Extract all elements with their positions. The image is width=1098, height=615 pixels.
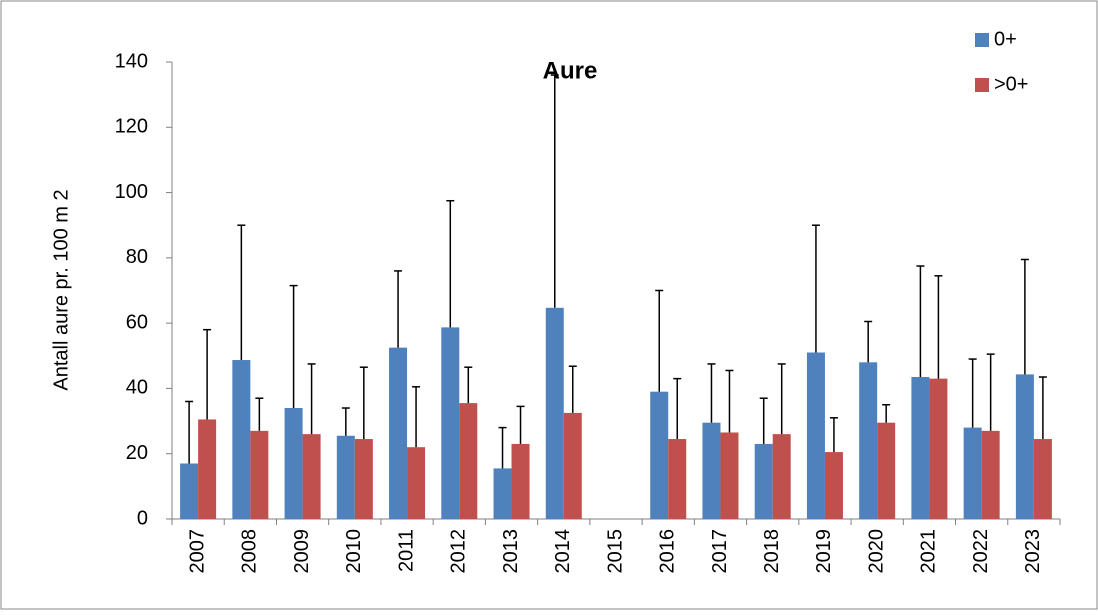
bar [198,419,217,519]
error-bar [498,426,507,469]
bar [336,435,355,519]
x-tick-label: 2017 [709,529,731,574]
error-bar [568,365,577,413]
bar [511,443,530,519]
x-tick-label: 2008 [239,529,261,574]
y-tick-label: 0 [137,507,148,529]
x-tick-label: 2007 [186,529,208,574]
error-bar [307,363,316,435]
x-tick-label: 2013 [500,529,522,574]
x-tick-label: 2016 [657,529,679,574]
legend-label: 0+ [994,28,1017,50]
bar [668,439,687,519]
y-axis-label: Antall aure pr. 100 m 2 [50,189,72,390]
x-tick-label: 2011 [395,529,417,572]
x-tick-label: 2009 [291,529,313,574]
error-bar [412,386,421,448]
error-bar [237,224,246,361]
error-bar [203,328,212,420]
bar [824,452,843,519]
error-bar [464,366,473,404]
bar [407,447,426,519]
bar [981,430,1000,519]
bar [806,352,825,519]
x-tick-label: 2020 [865,529,887,574]
chart-title: Aure [543,57,598,84]
x-tick-label: 2018 [761,529,783,574]
y-tick-label: 100 [115,181,148,203]
x-tick-label: 2019 [813,529,835,574]
error-bar [673,377,682,440]
error-bar [707,363,716,423]
bar [250,430,269,519]
bar [1033,439,1052,519]
bar [877,422,896,519]
legend-swatch [975,78,989,92]
y-tick-label: 60 [126,311,148,333]
bar [493,468,512,519]
error-bar [882,404,891,423]
error-bar [255,397,264,431]
bar [545,307,564,519]
x-tick-label: 2015 [604,529,626,574]
legend-label: >0+ [994,73,1028,95]
bar [354,439,373,519]
y-tick-label: 20 [126,442,148,464]
error-bar [341,407,350,436]
error-bar [811,224,820,353]
bar [650,391,669,519]
bar [441,327,460,519]
x-tick-label: 2023 [1022,529,1044,574]
error-bar [1038,376,1047,440]
y-tick-label: 140 [115,50,148,72]
y-tick-label: 120 [115,116,148,138]
bar [911,377,930,519]
error-bar [289,284,298,409]
bar [302,434,321,519]
error-bar [359,366,368,440]
error-bar [655,289,664,392]
error-bar [516,405,525,444]
bar [459,403,478,519]
bar [720,432,739,519]
error-bar [1020,258,1029,375]
x-tick-label: 2022 [970,529,992,574]
x-tick-label: 2014 [552,529,574,574]
x-tick-label: 2021 [918,529,940,574]
y-tick-label: 40 [126,377,148,399]
x-tick-label: 2012 [448,529,470,574]
bar [963,427,982,519]
bar [754,443,773,519]
error-bar [986,353,995,431]
error-bar [185,400,194,464]
error-bar [934,275,943,379]
bar [284,408,303,519]
y-tick-label: 80 [126,246,148,268]
error-bar [777,363,786,435]
bar [702,422,721,519]
legend-swatch [975,33,989,47]
error-bar [916,265,925,378]
bar [180,463,199,519]
bar [563,412,582,519]
error-bar [864,320,873,363]
error-bar [394,270,403,348]
x-tick-label: 2010 [343,529,365,574]
bar [389,347,408,519]
error-bar [759,397,768,444]
error-bar [550,74,559,308]
bar [859,362,878,519]
error-bar [446,199,455,328]
bar [772,434,791,519]
bar [1015,374,1034,519]
bar [929,378,948,519]
error-bar [829,417,838,453]
error-bar [725,369,734,433]
bar [232,360,251,519]
error-bar [968,358,977,428]
